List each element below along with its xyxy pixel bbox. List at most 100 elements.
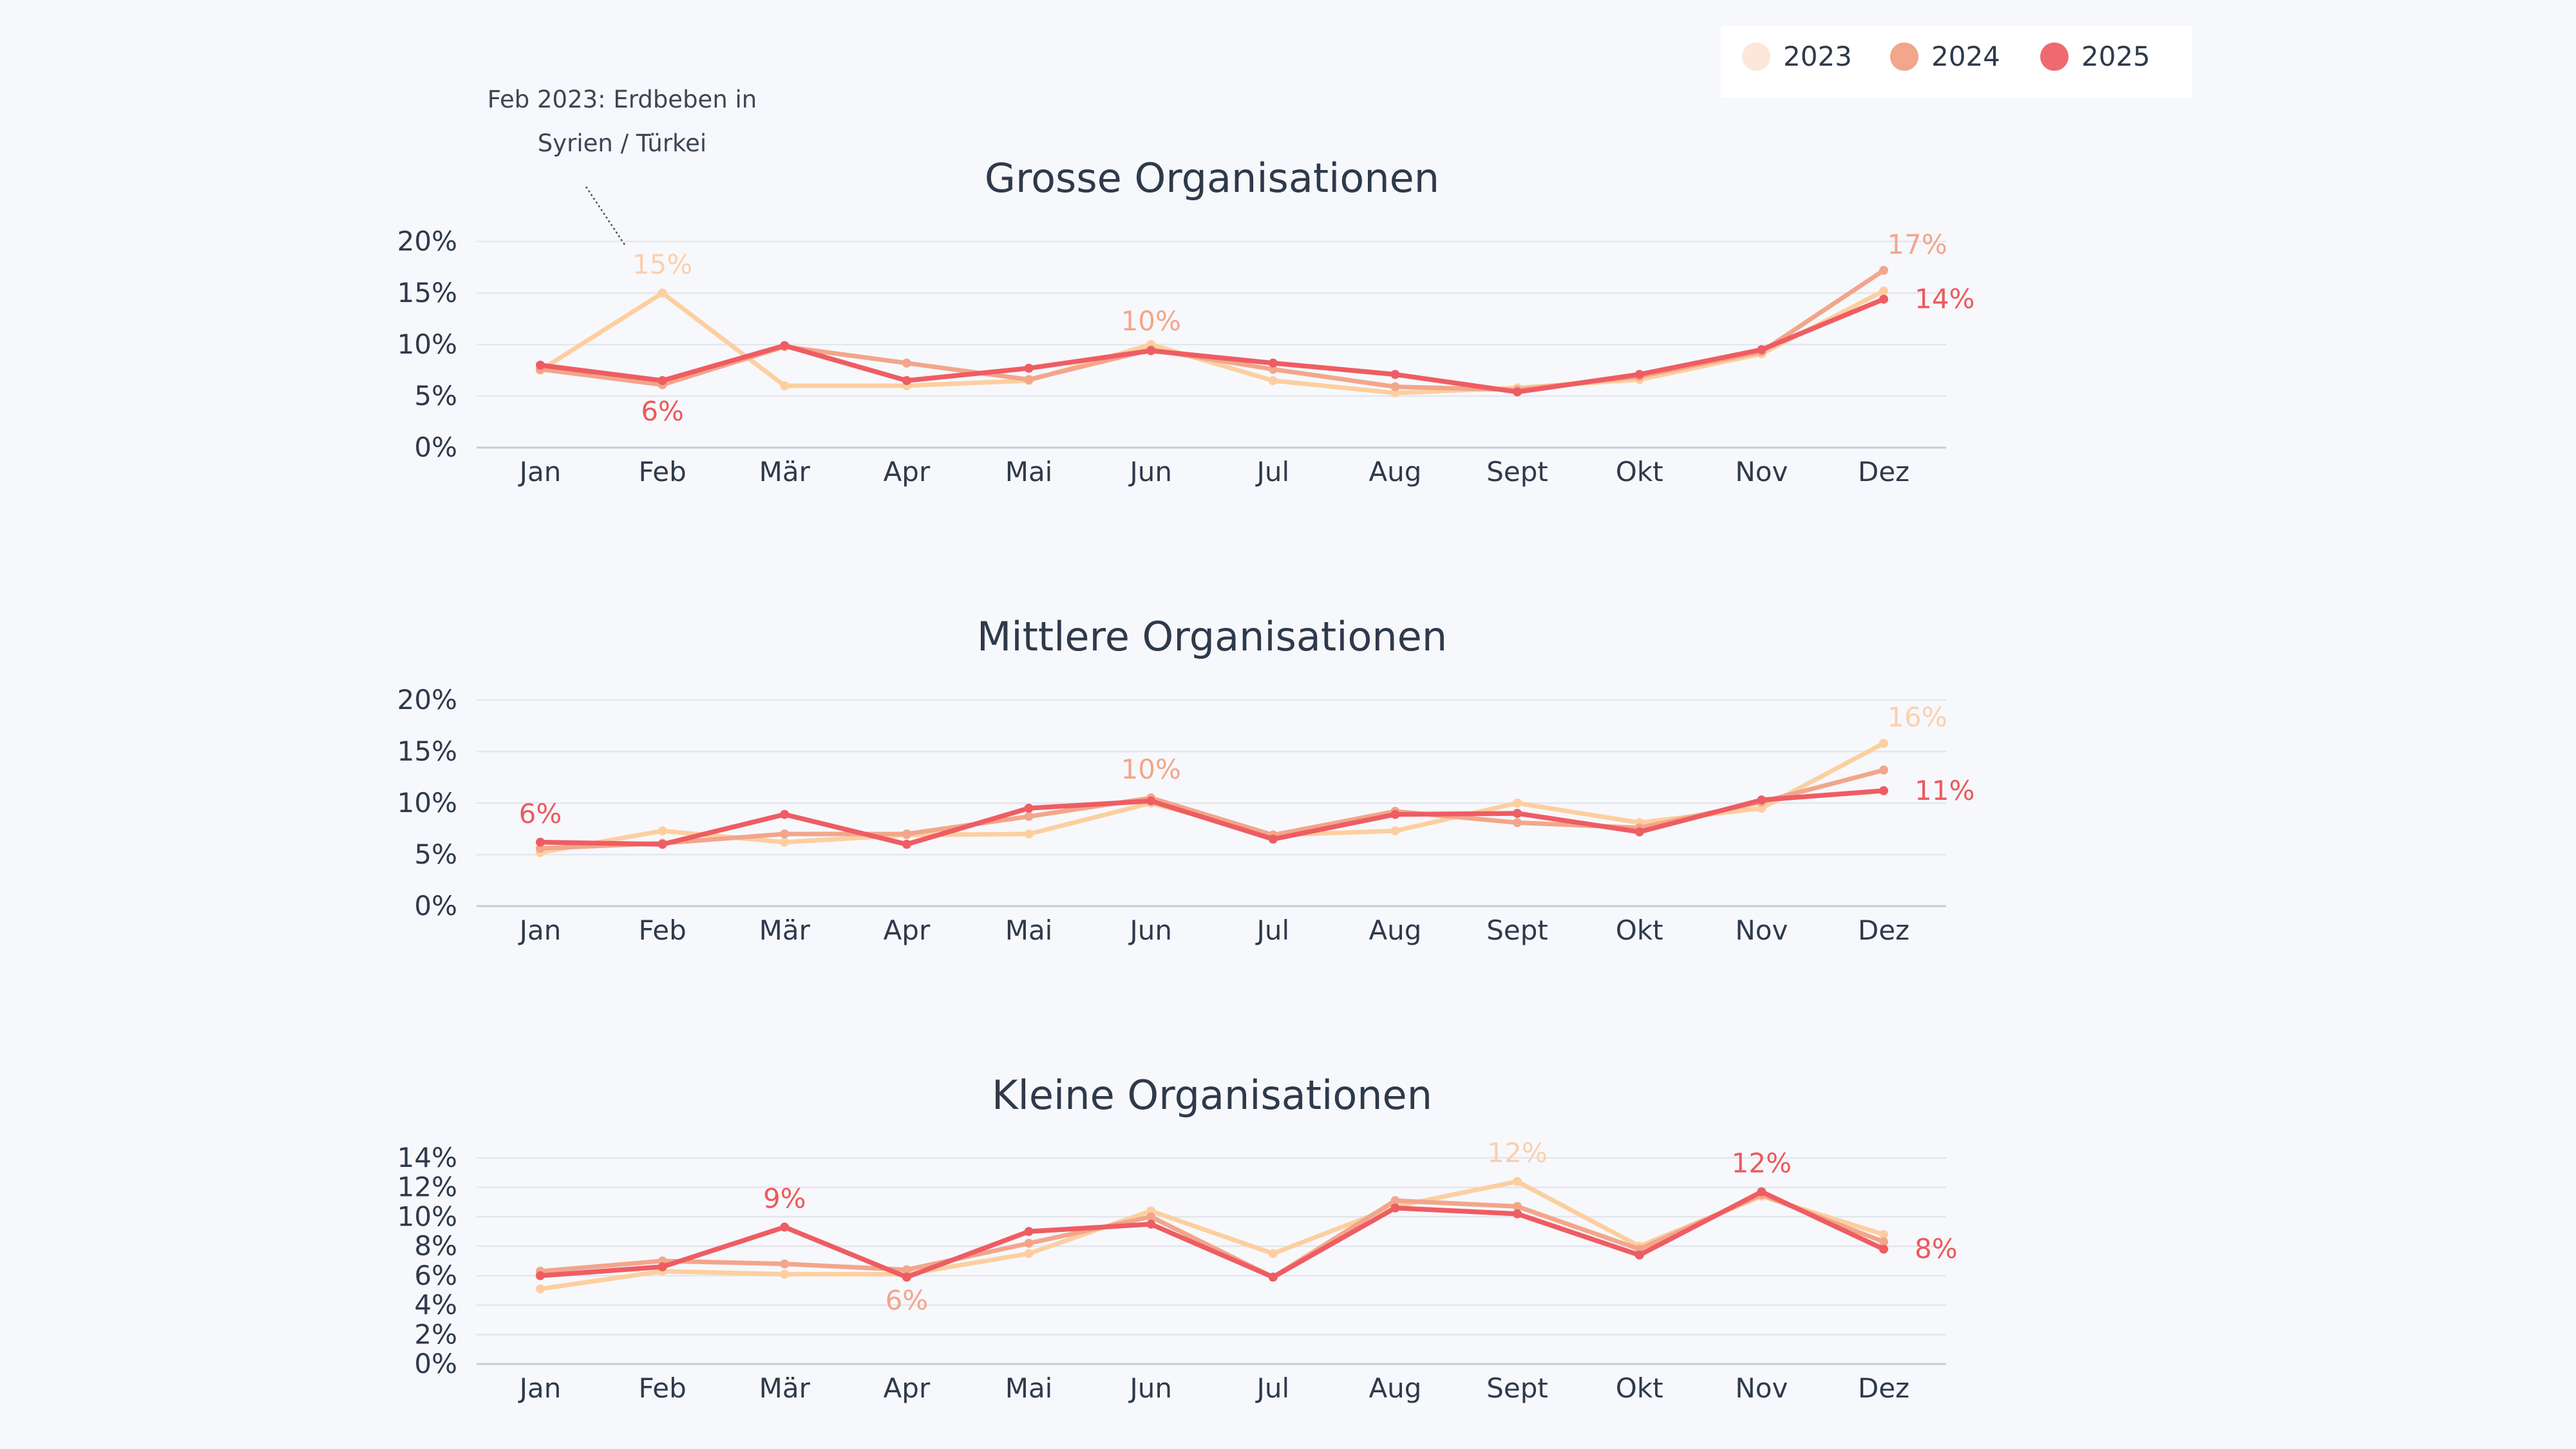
data-point [780,837,790,847]
data-label: 17% [1887,229,1947,260]
data-point [1268,365,1278,374]
data-point [536,1284,545,1294]
data-label: 8% [1915,1233,1958,1265]
x-tick-label: Okt [1616,456,1663,488]
legend-label: 2025 [2081,41,2150,72]
annotation-text: Syrien / Türkei [538,129,706,157]
data-point [1024,363,1034,373]
y-tick-label: 14% [397,1142,457,1173]
legend: 2023 2024 2025 [1721,26,2192,98]
data-point [658,826,667,836]
x-tick-label: Mai [1005,1372,1053,1404]
series-line-2025 [538,296,1886,395]
legend-label: 2023 [1783,41,1852,72]
data-point [1146,1219,1156,1229]
y-tick-label: 0% [414,431,457,463]
data-point [1513,809,1522,818]
legend-marker [2040,43,2069,71]
data-point [1757,1187,1766,1197]
data-point [1146,346,1156,355]
data-point [1390,810,1400,819]
data-point [1879,1244,1888,1254]
data-point [902,358,911,368]
data-point [1513,387,1522,397]
data-point [1634,1250,1644,1260]
data-label: 10% [1121,305,1181,337]
x-tick-label: Okt [1616,914,1663,946]
y-tick-label: 6% [414,1260,457,1291]
x-tick-label: Mär [759,914,811,946]
data-point [536,361,545,370]
data-point [658,1262,667,1272]
data-point [1268,376,1278,385]
data-label: 12% [1732,1148,1792,1179]
series-line-2024 [538,768,1886,851]
legend-item-2023: 2023 [1742,41,1852,72]
data-point [1146,1212,1156,1222]
x-tick-label: Dez [1858,456,1909,488]
y-tick-label: 0% [414,1348,457,1379]
x-tick-label: Okt [1616,1372,1663,1404]
y-tick-label: 12% [397,1171,457,1203]
annotation-leader-line [585,186,626,245]
data-point [1879,765,1888,775]
legend-marker [1890,43,1918,71]
y-tick-label: 10% [397,1200,457,1232]
y-tick-label: 5% [414,838,457,870]
x-tick-label: Sept [1486,456,1548,488]
x-tick-label: Feb [638,456,686,488]
data-point [1513,799,1522,808]
x-tick-label: Jun [1128,1372,1172,1404]
data-label: 10% [1121,753,1181,785]
x-tick-label: Apr [884,914,931,946]
data-point [658,840,667,849]
x-tick-label: Jul [1255,1372,1289,1404]
data-point [1634,827,1644,837]
x-tick-label: Jan [518,914,562,946]
chart-panel-3: Kleine Organisationen0%2%4%6%8%10%12%14%… [397,1072,1958,1404]
series-line-2025 [538,788,1886,847]
x-tick-label: Jun [1128,914,1172,946]
y-tick-label: 2% [414,1318,457,1350]
y-tick-label: 20% [397,225,457,257]
y-tick-label: 15% [397,277,457,308]
x-tick-label: Jan [518,1372,562,1404]
data-point [1268,835,1278,844]
data-point [1268,358,1278,368]
y-tick-label: 10% [397,787,457,819]
data-point [536,1271,545,1280]
legend-label: 2024 [1931,41,2000,72]
x-tick-label: Jul [1255,456,1289,488]
data-point [1879,265,1888,275]
series-line-2023 [538,289,1886,395]
data-point [1268,1273,1278,1282]
legend-item-2025: 2025 [2040,41,2150,72]
data-point [1390,370,1400,379]
data-label: 11% [1915,775,1975,806]
data-point [780,1222,790,1232]
data-point [1024,829,1034,838]
data-point [1879,286,1888,296]
x-tick-label: Dez [1858,914,1909,946]
data-point [1390,826,1400,836]
data-label: 6% [886,1285,929,1316]
data-point [1146,796,1156,806]
data-point [1024,1249,1034,1258]
data-point [658,376,667,385]
x-tick-label: Nov [1735,456,1788,488]
data-point [902,829,911,838]
y-tick-label: 20% [397,684,457,715]
data-point [1634,370,1644,379]
x-tick-label: Mär [759,456,811,488]
data-point [1024,1238,1034,1248]
y-tick-label: 5% [414,380,457,412]
chart-title: Mittlere Organisationen [977,613,1447,660]
data-point [780,341,790,350]
y-tick-label: 0% [414,890,457,922]
x-tick-label: Dez [1858,1372,1909,1404]
data-label: 6% [641,395,684,427]
data-point [1390,388,1400,398]
data-label: 16% [1887,701,1947,733]
